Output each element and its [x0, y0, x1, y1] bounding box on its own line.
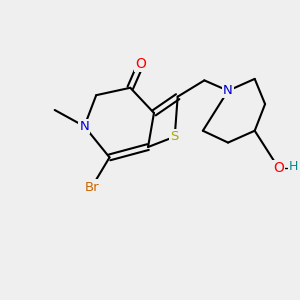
Text: N: N: [223, 84, 233, 97]
Text: Br: Br: [84, 181, 99, 194]
Text: O: O: [135, 57, 146, 71]
Text: H: H: [289, 160, 298, 173]
Text: N: N: [80, 120, 89, 133]
Text: S: S: [170, 130, 179, 143]
Text: O: O: [273, 161, 284, 175]
